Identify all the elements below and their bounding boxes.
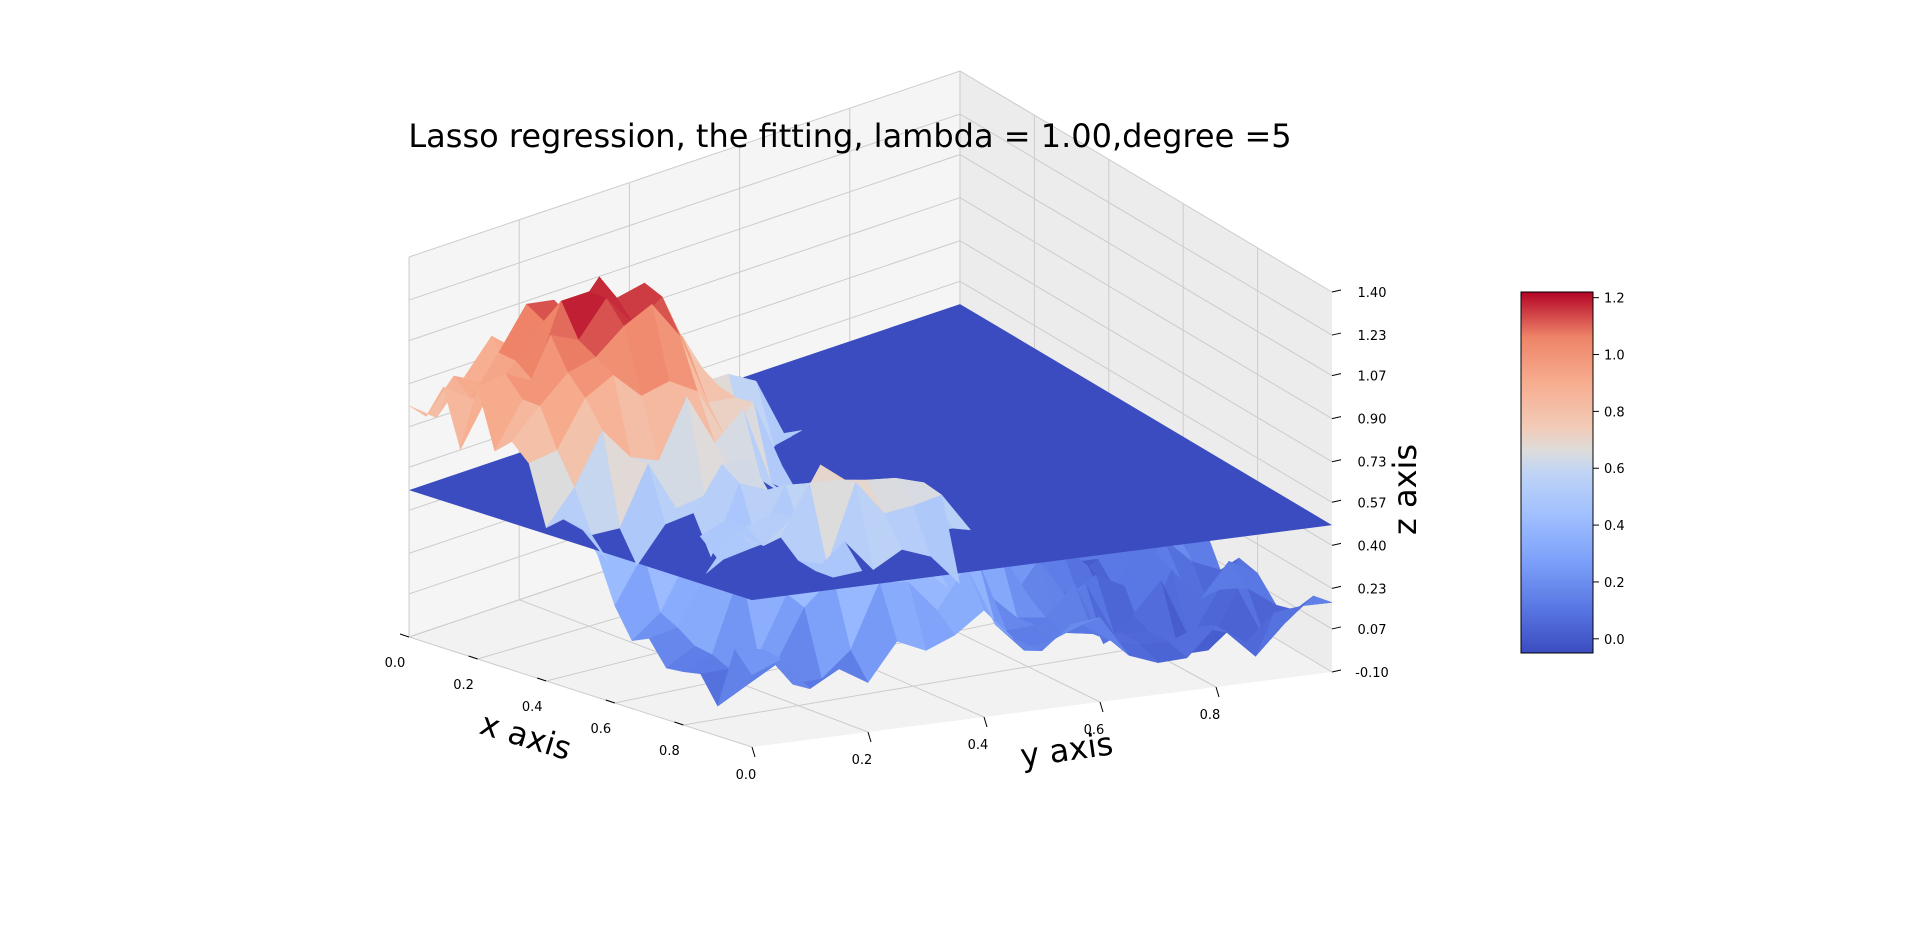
- colorbar-tick-label: 0.4: [1604, 519, 1625, 534]
- colorbar-tick-label: 0.8: [1604, 405, 1625, 420]
- colorbar-tick-label: 0.0: [1604, 633, 1625, 648]
- z-tick-label: 1.23: [1358, 329, 1387, 344]
- z-axis-label: z axis: [1386, 444, 1424, 535]
- z-tick-label: 1.07: [1358, 370, 1387, 385]
- z-tick-mark: [1331, 416, 1342, 420]
- y-tick-label: 0.4: [968, 738, 989, 753]
- y-tick-label: 0.6: [1084, 723, 1105, 738]
- x-tick-label: 0.6: [590, 722, 611, 737]
- y-tick-label: 0.8: [1200, 708, 1221, 723]
- y-tick-mark: [1215, 686, 1220, 698]
- y-tick-label: 0.0: [736, 768, 757, 783]
- surface-facet-above: [563, 518, 610, 563]
- y-tick-mark: [1099, 701, 1104, 713]
- z-tick-label: 0.40: [1358, 539, 1387, 554]
- colorbar: [1520, 291, 1594, 654]
- surface-facet-below: [734, 648, 782, 676]
- z-tick-mark: [1331, 542, 1342, 546]
- axes: 0.0 0.2 0.4 0.6 0.8 0.0 0.2 0.4 0.6 0.8 -0.10 0.07 0…: [385, 286, 1389, 783]
- z-tick-label: 0.90: [1358, 413, 1387, 428]
- chart-title: Lasso regression, the fitting, lambda = …: [408, 117, 1291, 155]
- colorbar-ticks: 0.0 0.2 0.4 0.6 0.8 1.0 1.2: [1593, 292, 1625, 648]
- x-tick-label: 0.2: [453, 678, 474, 693]
- y-tick-mark: [867, 731, 872, 743]
- surface-facet-above: [815, 540, 863, 578]
- z-tick-label: 0.73: [1358, 456, 1387, 471]
- x-tick-mark: [537, 677, 547, 682]
- x-tick-label: 0.8: [659, 744, 680, 759]
- y-axis-label: y axis: [1018, 724, 1116, 775]
- colorbar-tick-label: 1.0: [1604, 349, 1625, 364]
- y-tick-mark: [751, 746, 756, 758]
- x-tick-label: 0.4: [522, 700, 543, 715]
- z-tick-label: 0.07: [1358, 623, 1387, 638]
- colorbar-tick-label: 1.2: [1604, 292, 1625, 307]
- z-tick-label: 1.40: [1358, 286, 1387, 301]
- z-tick-label: 0.57: [1358, 496, 1387, 511]
- x-tick-label: 0.0: [385, 656, 406, 671]
- surface-facet-above: [705, 530, 753, 574]
- z-tick-mark: [1331, 585, 1342, 589]
- colorbar-tick-label: 0.2: [1604, 576, 1625, 591]
- z-tick-label: -0.10: [1355, 666, 1389, 681]
- y-tick-label: 0.2: [852, 753, 873, 768]
- y-tick-mark: [983, 716, 988, 728]
- x-tick-mark: [605, 699, 615, 704]
- surface-plot: [408, 276, 1333, 707]
- z-tick-mark: [1331, 289, 1342, 293]
- z-tick-mark: [1331, 459, 1342, 463]
- colorbar-tick-label: 0.6: [1604, 462, 1625, 477]
- z-tick-mark: [1331, 669, 1342, 673]
- x-tick-mark: [468, 655, 478, 660]
- z-tick-label: 0.23: [1358, 582, 1387, 597]
- z-tick-mark: [1331, 499, 1342, 503]
- surface-facet-above: [619, 463, 666, 566]
- z-tick-mark: [1331, 626, 1342, 630]
- z-tick-mark: [1331, 332, 1342, 336]
- x-tick-mark: [674, 721, 684, 726]
- x-tick-mark: [399, 633, 410, 638]
- z-tick-mark: [1331, 373, 1342, 377]
